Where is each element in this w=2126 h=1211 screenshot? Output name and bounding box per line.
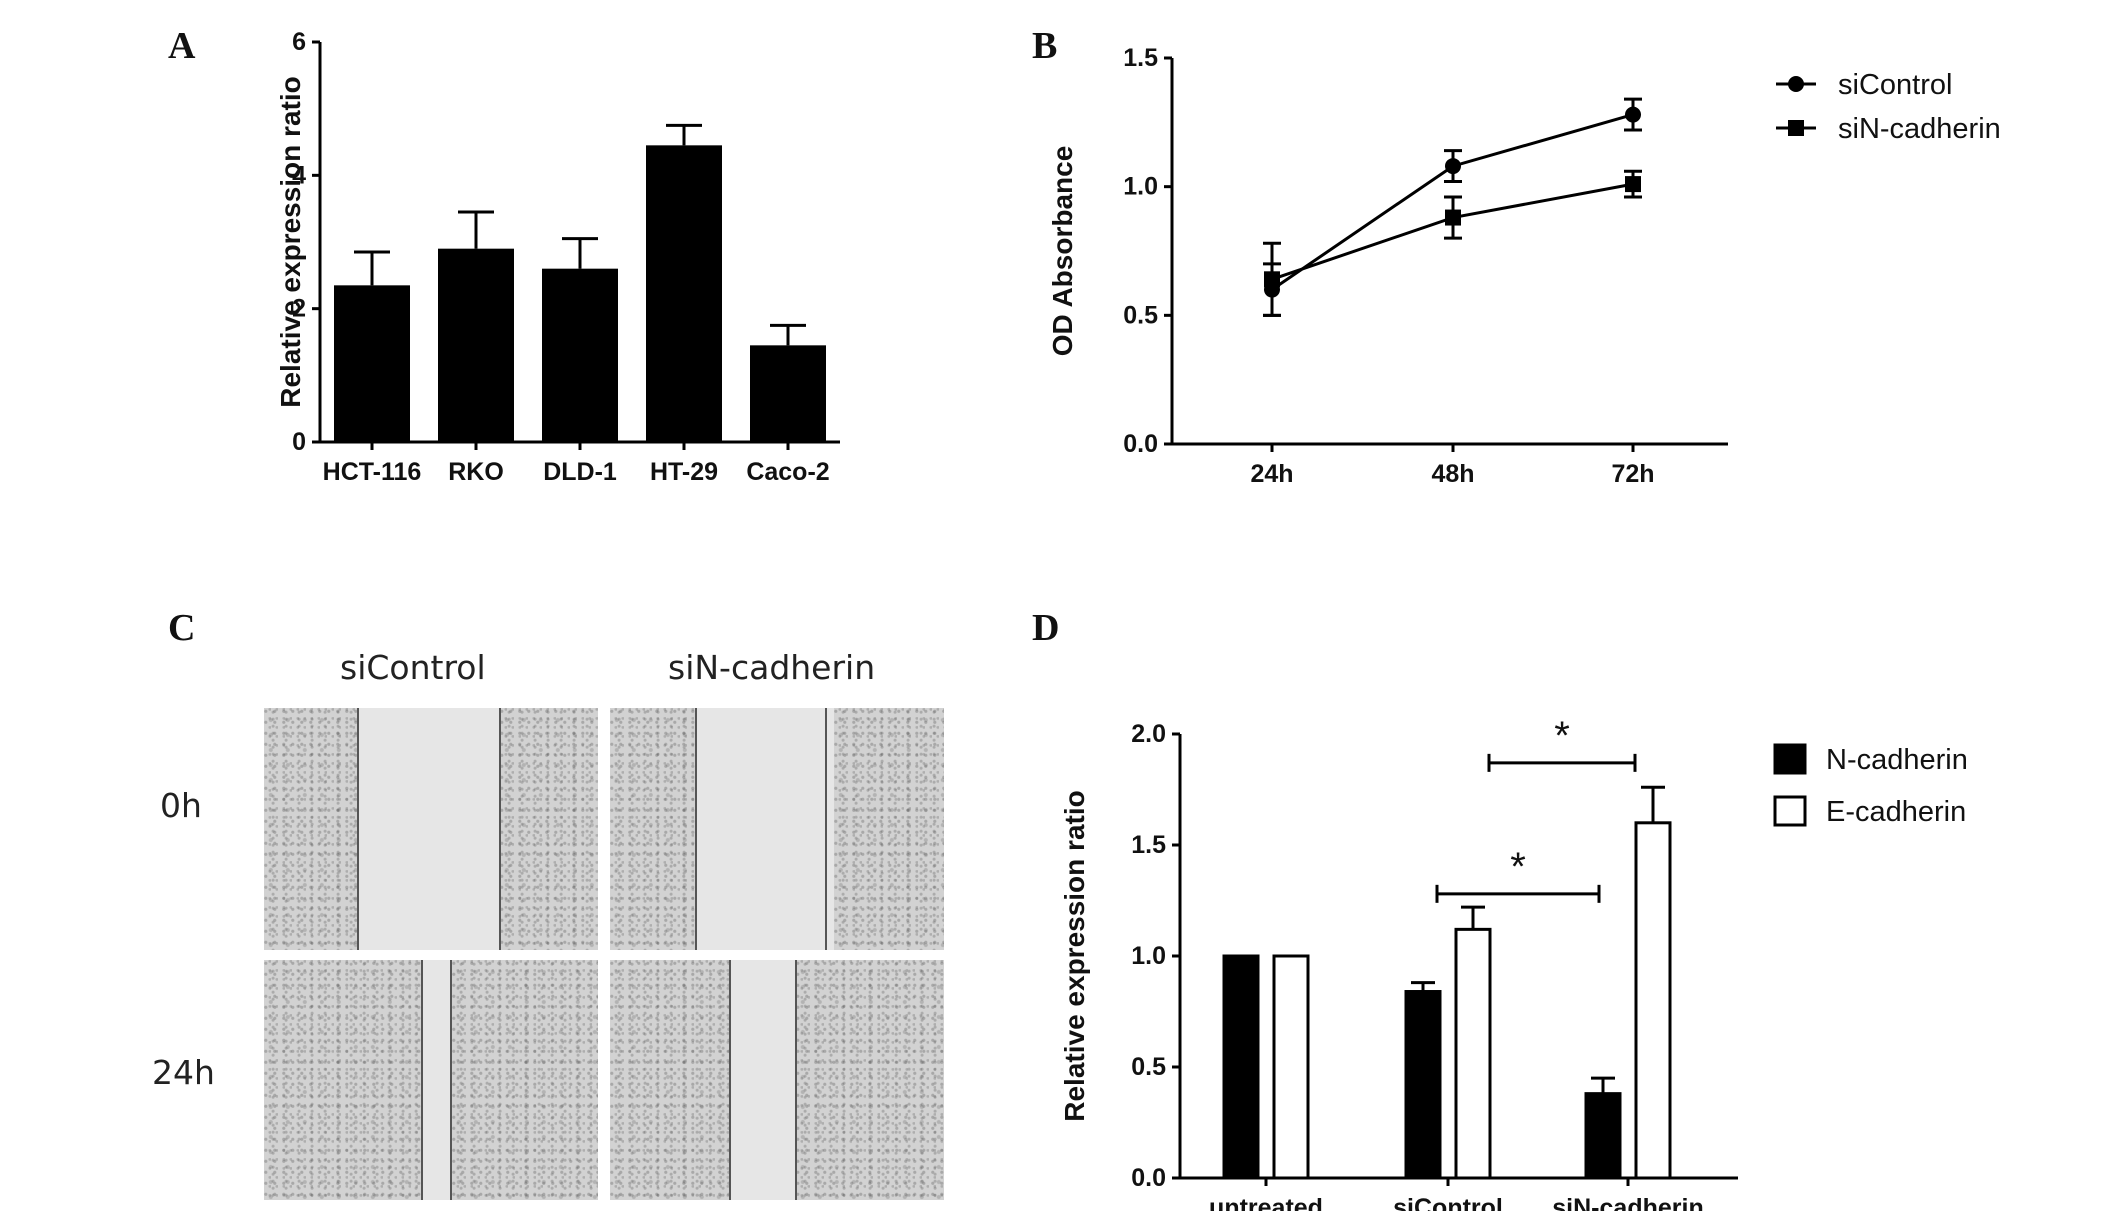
- chart-d-y-tick-label: 1.0: [1131, 942, 1166, 970]
- wound-column-label-sicontrol: siControl: [340, 648, 486, 687]
- chart-d-significance-star: *: [1510, 845, 1526, 889]
- chart-b-x-tick-label: 48h: [1431, 460, 1474, 488]
- chart-a-y-tick-label: 2: [292, 295, 306, 323]
- chart-b-y-tick-label: 0.5: [1123, 301, 1158, 329]
- wound-row-label-0h: 0h: [160, 786, 202, 825]
- chart-a-bar-ht-29: [646, 145, 722, 443]
- chart-b-y-tick-label: 1.0: [1123, 173, 1158, 201]
- chart-b-point-sin-cadherin: [1264, 271, 1280, 288]
- chart-d-significance-star: *: [1554, 714, 1570, 758]
- chart-a-bar-caco-2: [750, 345, 826, 442]
- chart-b-point-sicontrol: [1445, 158, 1461, 175]
- chart-b-point-sin-cadherin: [1445, 209, 1461, 226]
- chart-d-x-tick-label: siControl: [1393, 1194, 1503, 1211]
- chart-d-y-tick-label: 0.0: [1131, 1164, 1166, 1192]
- chart-a-x-tick-label: HCT-116: [323, 458, 422, 486]
- chart-a-bar-dld-1: [542, 268, 618, 442]
- chart-b-legend-marker-sicontrol: [1788, 76, 1804, 92]
- chart-b-y-tick-label: 1.5: [1123, 44, 1158, 72]
- wound-row-label-24h: 24h: [152, 1053, 215, 1092]
- chart-d-legend-swatch-e-cadherin: [1773, 795, 1807, 827]
- chart-a-y-axis-title: Relative expression ratio: [275, 76, 306, 407]
- chart-b-y-axis-title: OD Absorbance: [1047, 146, 1078, 357]
- chart-a-x-tick-label: HT-29: [650, 458, 718, 486]
- chart-d-bar-e-cadherin-untreated: [1272, 954, 1310, 1180]
- chart-b-legend-label-sicontrol: siControl: [1838, 69, 1952, 101]
- chart-b-legend-label-sin-cadherin: siN-cadherin: [1838, 113, 2001, 145]
- wound-image-sicontrol-24h: [264, 960, 598, 1200]
- chart-d-legend-label-n-cadherin: N-cadherin: [1826, 744, 1968, 776]
- panel-label-d: D: [1032, 607, 1060, 649]
- chart-a-y-tick-label: 6: [292, 28, 306, 56]
- chart-a-bar-hct-116: [334, 285, 410, 442]
- chart-a-y-tick-label: 0: [292, 428, 306, 456]
- chart-d-y-axis-title: Relative expression ratio: [1059, 790, 1090, 1121]
- chart-b-x-tick-label: 72h: [1611, 460, 1654, 488]
- chart-a-x-tick-label: Caco-2: [746, 458, 829, 486]
- chart-d-x-tick-label: untreated: [1209, 1194, 1323, 1211]
- chart-d-legend-swatch-n-cadherin: [1773, 743, 1807, 775]
- chart-d-y-tick-label: 1.5: [1131, 831, 1166, 859]
- chart-d-y-tick-label: 0.5: [1131, 1053, 1166, 1081]
- chart-a-x-tick-label: RKO: [448, 458, 504, 486]
- chart-b-point-sicontrol: [1625, 106, 1641, 123]
- chart-d-legend-label-e-cadherin: E-cadherin: [1826, 796, 1966, 828]
- chart-b-x-tick-label: 24h: [1250, 460, 1293, 488]
- panel-label-b: B: [1032, 25, 1058, 67]
- chart-d-x-tick-label: siN-cadherin: [1552, 1194, 1703, 1211]
- chart-d-bar-n-cadherin-sin-cadherin: [1584, 1092, 1622, 1180]
- chart-b-y-tick-label: 0.0: [1123, 430, 1158, 458]
- wound-image-sincadherin-0h: [610, 708, 944, 950]
- chart-a-bar-rko: [438, 248, 514, 442]
- chart-b-point-sin-cadherin: [1625, 176, 1641, 193]
- chart-a-y-tick-label: 4: [292, 161, 306, 189]
- panel-label-c: C: [168, 607, 196, 649]
- wound-column-label-sincadherin: siN-cadherin: [668, 648, 876, 687]
- chart-d-bar-e-cadherin-sin-cadherin: [1634, 821, 1672, 1180]
- chart-a-x-tick-label: DLD-1: [543, 458, 617, 486]
- wound-image-sicontrol-0h: [264, 708, 598, 950]
- chart-b-legend-marker-sin-cadherin: [1788, 120, 1804, 136]
- chart-d-bar-n-cadherin-untreated: [1222, 954, 1260, 1180]
- chart-d-bar-n-cadherin-sicontrol: [1404, 990, 1442, 1180]
- chart-d-bar-e-cadherin-sicontrol: [1454, 927, 1492, 1180]
- wound-image-sincadherin-24h: [610, 960, 944, 1200]
- chart-d-y-tick-label: 2.0: [1131, 720, 1166, 748]
- panel-label-a: A: [168, 25, 196, 67]
